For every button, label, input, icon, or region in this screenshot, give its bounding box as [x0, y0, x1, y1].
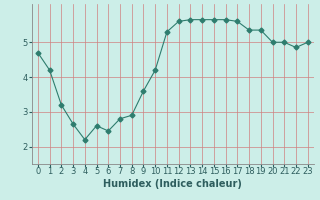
X-axis label: Humidex (Indice chaleur): Humidex (Indice chaleur) — [103, 179, 242, 189]
